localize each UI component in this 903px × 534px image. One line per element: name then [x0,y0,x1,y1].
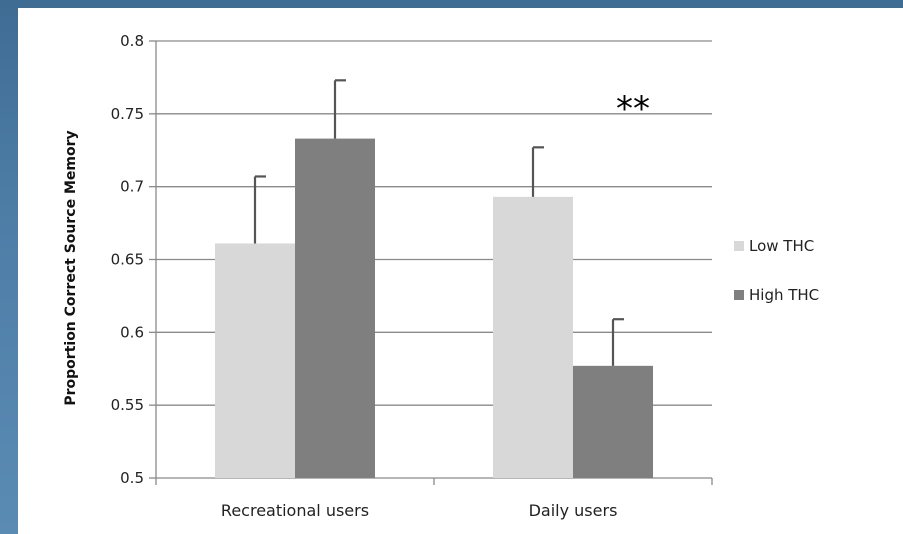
bar-chart: 0.5 0.55 0.6 0.65 0.7 0.75 0.8 Recreational us… [63,32,819,520]
y-tick-label: 0.65 [111,251,144,269]
x-category-label: Recreational users [221,501,369,520]
bar [215,243,295,478]
significance-annotation: ** [616,89,650,129]
y-tick-label: 0.5 [120,469,144,487]
legend-swatch [734,241,744,251]
y-tick-label: 0.7 [120,178,144,196]
bar [295,138,375,478]
chart-panel: 0.5 0.55 0.6 0.65 0.7 0.75 0.8 Recreational us… [18,8,903,534]
legend-label: High THC [749,286,819,304]
legend-swatch [734,290,744,300]
y-tick-label: 0.75 [111,105,144,123]
x-category-label: Daily users [529,501,618,520]
y-tick-label: 0.55 [111,396,144,414]
bar [493,196,573,478]
bar [573,365,653,478]
y-tick-label: 0.8 [120,32,144,50]
y-tick-label: 0.6 [120,323,144,341]
legend-label: Low THC [749,237,814,255]
y-axis-label: Proportion Correct Source Memory [63,130,79,405]
